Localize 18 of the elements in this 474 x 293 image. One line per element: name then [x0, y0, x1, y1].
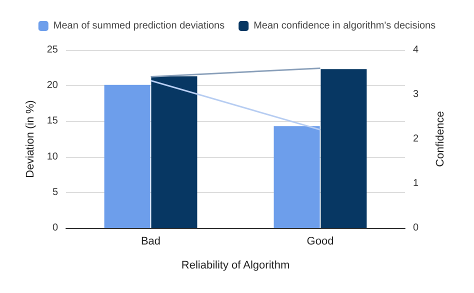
y-tick-label: 10 [46, 151, 58, 162]
y2-tick-label: 2 [413, 134, 419, 144]
y-tick-label: 0 [52, 222, 58, 234]
y-tick-label: 25 [46, 44, 58, 56]
x-tick-label: Good [306, 236, 334, 248]
y-tick-label: 15 [46, 116, 58, 127]
y2-tick-label: 3 [413, 89, 419, 100]
y2-tick-label: 4 [413, 44, 419, 56]
y2-tick-label: 0 [413, 222, 419, 234]
y-tick-label: 5 [52, 186, 58, 198]
y-tick-label: 20 [46, 80, 58, 92]
x-axis-title: Reliability of Algorithm [181, 260, 290, 272]
legend-label: Mean confidence in algorithm's decisions [254, 20, 436, 32]
y2-axis-title: Confidence [434, 111, 446, 167]
x-tick-label: Bad [140, 236, 161, 248]
y2-tick-label: 1 [413, 178, 419, 189]
y-axis-title: Deviation (in %) [24, 100, 36, 178]
legend-label: Mean of summed prediction deviations [53, 20, 225, 32]
